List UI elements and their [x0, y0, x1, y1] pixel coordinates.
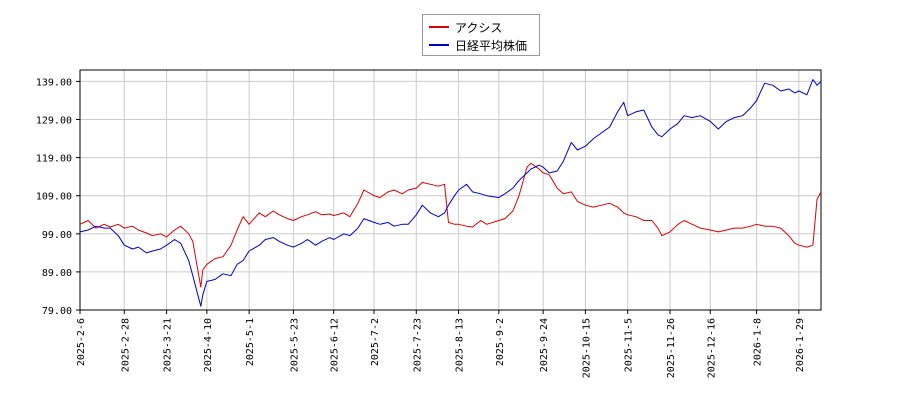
- x-tick-label: 2025-4-10: [203, 318, 214, 372]
- y-tick-label: 139.00: [36, 77, 72, 88]
- legend-label: 日経平均株価: [455, 38, 528, 53]
- y-axis-ticks: 139.00 129.00 119.00 109.00 99.00 89.00 79.00: [36, 77, 80, 317]
- series-lines: [79, 79, 822, 307]
- x-tick-label: 2025-7-23: [412, 318, 423, 372]
- y-tick-label: 79.00: [42, 306, 72, 317]
- legend-label: アクシス: [455, 20, 503, 35]
- x-tick-label: 2025-11-26: [666, 318, 677, 378]
- x-tick-label: 2025-11-5: [624, 318, 635, 372]
- legend-item-series-2: 日経平均株価: [429, 36, 527, 54]
- y-tick-label: 99.00: [42, 230, 72, 241]
- y-tick-label: 119.00: [36, 154, 72, 165]
- plot-area-border: [79, 69, 822, 311]
- x-tick-label: 2025-3-21: [163, 318, 174, 372]
- legend-swatch-blue-line: [429, 44, 449, 46]
- x-tick-label: 2025-6-12: [330, 318, 341, 372]
- legend-swatch-red-line: [429, 26, 449, 28]
- x-tick-label: 2025-7-2: [370, 318, 381, 366]
- x-tick-label: 2025-2-28: [120, 318, 131, 372]
- x-tick-label: 2025-8-13: [455, 318, 466, 372]
- legend-item-series-1: アクシス: [429, 18, 502, 36]
- x-tick-label: 2026-1-29: [795, 318, 806, 372]
- y-tick-label: 129.00: [36, 116, 72, 127]
- x-tick-label: 2025-2-6: [76, 318, 87, 366]
- x-axis-ticks: 2025-2-6 2025-2-28 2025-3-21 2025-4-10 2025-…: [76, 310, 806, 378]
- x-tick-label: 2026-1-8: [753, 318, 764, 366]
- grid: [79, 70, 821, 311]
- chart-legend: アクシス 日経平均株価: [422, 14, 540, 56]
- series-line-1: [79, 162, 822, 288]
- x-tick-label: 2025-10-15: [581, 318, 592, 378]
- x-tick-label: 2025-12-16: [706, 318, 717, 378]
- x-tick-label: 2025-5-23: [289, 318, 300, 372]
- x-tick-label: 2025-9-2: [495, 318, 506, 366]
- y-tick-label: 89.00: [42, 268, 72, 279]
- x-tick-label: 2025-9-24: [539, 318, 550, 372]
- series-line-2: [79, 79, 822, 307]
- y-tick-label: 109.00: [36, 192, 72, 203]
- x-tick-label: 2025-5-1: [245, 318, 256, 366]
